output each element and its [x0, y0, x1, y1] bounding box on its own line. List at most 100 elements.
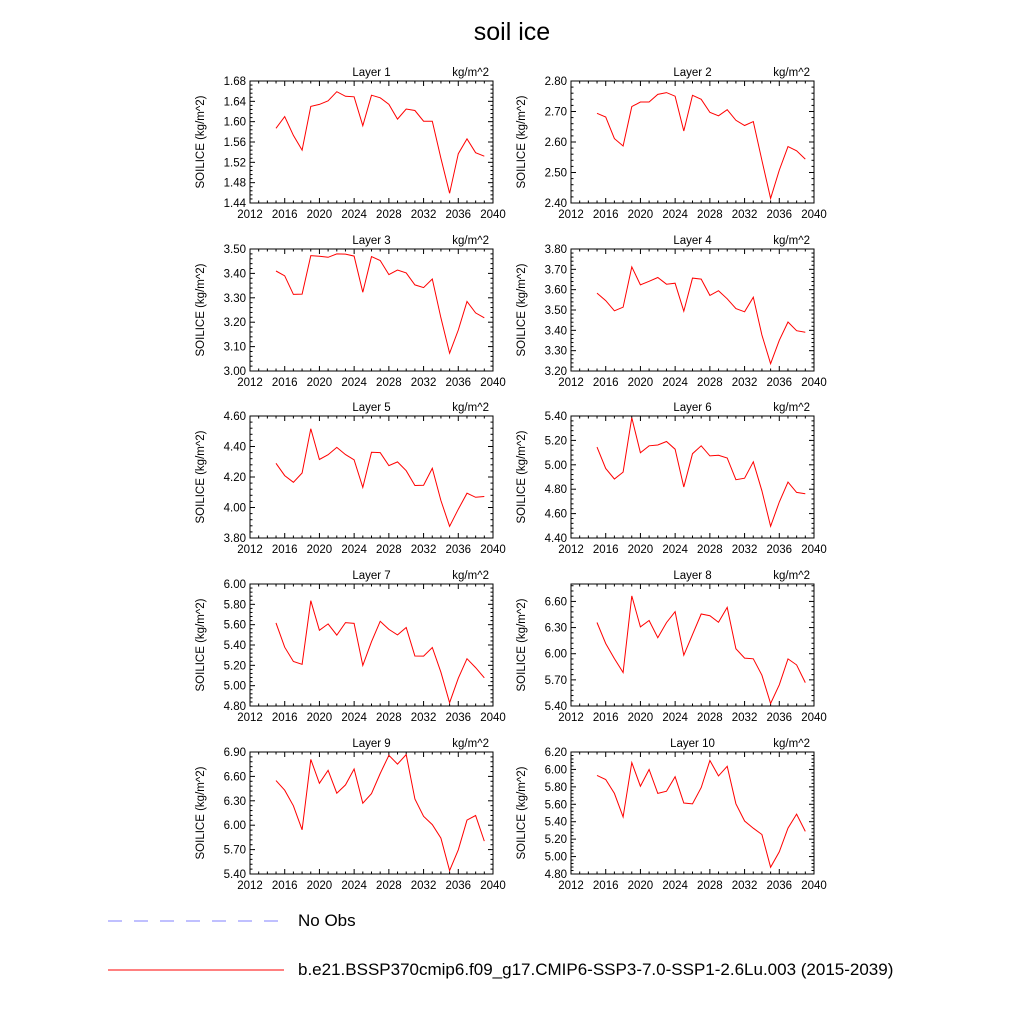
- data-point: [596, 113, 597, 114]
- data-point: [761, 834, 762, 835]
- y-tick-label: 6.90: [224, 747, 246, 759]
- data-point: [319, 256, 320, 257]
- data-point: [692, 277, 693, 278]
- x-tick-label: 2040: [480, 712, 506, 724]
- series-line: [596, 265, 806, 366]
- data-point: [371, 256, 372, 257]
- data-point: [432, 824, 433, 825]
- x-tick-label: 2028: [697, 209, 723, 221]
- y-tick-label: 2.80: [545, 76, 567, 88]
- data-point: [380, 260, 381, 261]
- data-point: [371, 641, 372, 642]
- data-point: [328, 770, 329, 771]
- data-point: [380, 621, 381, 622]
- y-tick-label: 5.20: [545, 435, 567, 447]
- x-tick-label: 2024: [341, 209, 367, 221]
- panel-title: Layer 5: [352, 402, 390, 414]
- y-tick-label: 2.50: [545, 168, 567, 180]
- x-tick-label: 2032: [732, 377, 758, 389]
- plot-frame: [249, 751, 494, 875]
- x-tick-label: 2032: [411, 544, 437, 556]
- data-point: [466, 658, 467, 659]
- x-tick-label: 2024: [341, 880, 367, 892]
- x-tick-label: 2016: [593, 209, 619, 221]
- data-point: [301, 664, 302, 665]
- panel-units: kg/m^2: [773, 738, 810, 750]
- data-point: [397, 461, 398, 462]
- data-point: [718, 775, 719, 776]
- y-axis-label: SOILICE (kg/m^2): [195, 95, 207, 188]
- data-point: [432, 647, 433, 648]
- y-tick-label: 6.20: [545, 747, 567, 759]
- data-point: [362, 292, 363, 293]
- x-tick-label: 2016: [593, 544, 619, 556]
- y-axis-label: SOILICE (kg/m^2): [516, 263, 528, 356]
- data-point: [631, 762, 632, 763]
- data-point: [761, 675, 762, 676]
- x-tick-label: 2040: [801, 544, 827, 556]
- data-point: [770, 703, 771, 704]
- x-tick-label: 2016: [272, 712, 298, 724]
- x-tick-label: 2012: [558, 544, 584, 556]
- data-point: [622, 816, 623, 817]
- y-tick-label: 5.70: [224, 845, 246, 857]
- data-point: [362, 125, 363, 126]
- data-point: [345, 254, 346, 255]
- y-tick-label: 5.60: [224, 620, 246, 632]
- data-point: [640, 452, 641, 453]
- data-point: [458, 153, 459, 154]
- x-tick-label: 2024: [341, 712, 367, 724]
- series-line: [596, 759, 806, 869]
- x-tick-label: 2040: [480, 880, 506, 892]
- data-point: [423, 816, 424, 817]
- data-point: [735, 120, 736, 121]
- data-point: [692, 453, 693, 454]
- data-point: [744, 657, 745, 658]
- x-tick-label: 2012: [558, 377, 584, 389]
- data-point: [319, 104, 320, 105]
- data-point: [423, 485, 424, 486]
- data-point: [354, 768, 355, 769]
- data-point: [466, 493, 467, 494]
- y-tick-label: 6.00: [224, 820, 246, 832]
- data-point: [345, 784, 346, 785]
- data-point: [718, 290, 719, 291]
- y-tick-label: 3.30: [224, 293, 246, 305]
- y-tick-label: 1.56: [224, 137, 246, 149]
- y-tick-label: 4.40: [545, 533, 567, 545]
- data-point: [727, 607, 728, 608]
- x-tick-label: 2028: [376, 209, 402, 221]
- data-point: [319, 459, 320, 460]
- data-point: [761, 334, 762, 335]
- data-point: [475, 667, 476, 668]
- x-tick-label: 2012: [237, 712, 263, 724]
- x-tick-label: 2028: [697, 544, 723, 556]
- y-tick-label: 2.70: [545, 107, 567, 119]
- data-point: [605, 116, 606, 117]
- data-point: [362, 487, 363, 488]
- data-point: [683, 802, 684, 803]
- panel-8: 2012 2016 2020 2024 2028 2032 2036 2040 5.40 5.70…: [516, 570, 827, 724]
- data-point: [301, 829, 302, 830]
- panel-6: 2012 2016 2020 2024 2028 2032 2036 2040 4.40 4.60…: [516, 402, 827, 556]
- data-point: [744, 125, 745, 126]
- series-line: [275, 253, 485, 355]
- x-tick-label: 2024: [341, 544, 367, 556]
- data-point: [484, 677, 485, 678]
- data-point: [310, 600, 311, 601]
- data-point: [449, 353, 450, 354]
- y-tick-label: 3.20: [224, 317, 246, 329]
- data-point: [666, 791, 667, 792]
- data-point: [709, 760, 710, 761]
- data-point: [301, 150, 302, 151]
- x-tick-label: 2016: [593, 712, 619, 724]
- data-point: [475, 312, 476, 313]
- x-tick-label: 2040: [801, 712, 827, 724]
- data-point: [475, 152, 476, 153]
- panel-title: Layer 4: [673, 235, 712, 247]
- x-tick-label: 2036: [445, 712, 471, 724]
- data-point: [701, 445, 702, 446]
- data-point: [701, 613, 702, 614]
- data-point: [414, 655, 415, 656]
- data-point: [275, 622, 276, 623]
